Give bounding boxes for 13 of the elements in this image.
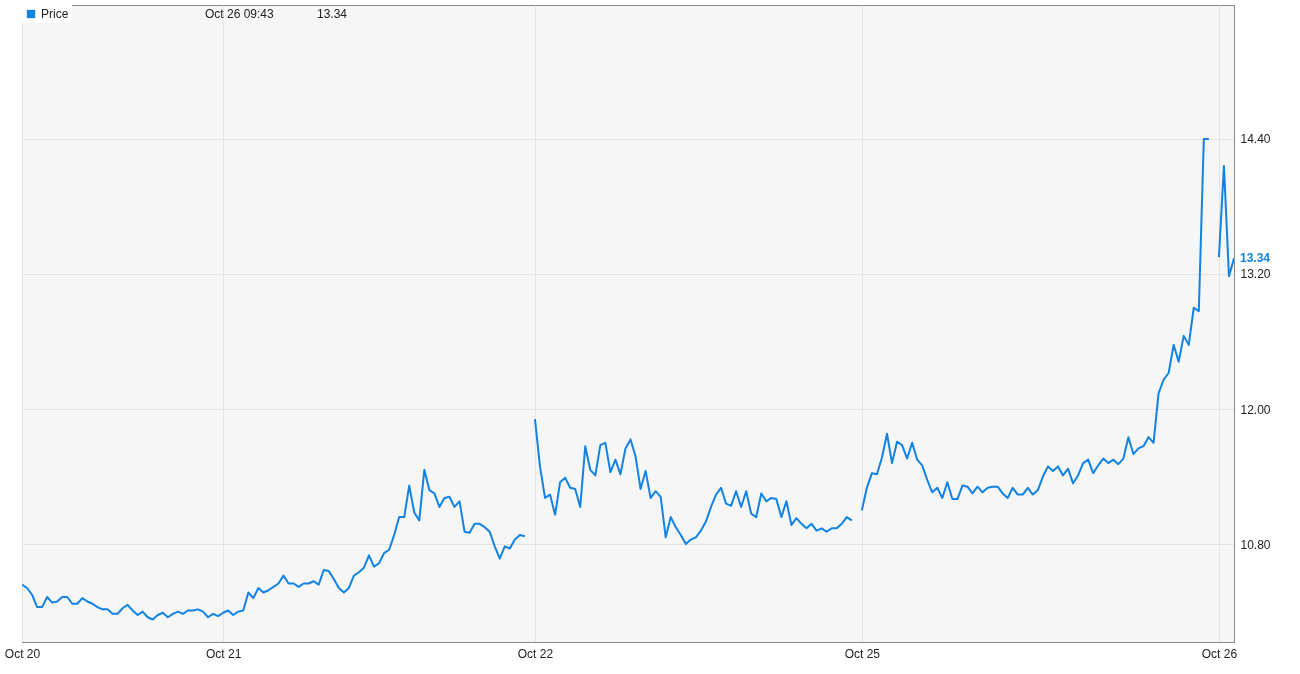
x-tick-label: Oct 25 [844, 646, 881, 661]
y-tick-label: 14.40 [1240, 132, 1271, 147]
y-tick-label: 10.80 [1240, 537, 1271, 552]
text: 13.34 [1240, 251, 1271, 266]
legend-label: Price [41, 7, 69, 21]
x-tick-label: Oct 26 [1201, 646, 1238, 661]
y-tick-label: 13.20 [1240, 267, 1271, 282]
annotation: Oct 26 09:43 [205, 7, 275, 21]
annotation: 13.34 [317, 7, 348, 21]
x-tick-label: Oct 20 [4, 646, 41, 661]
y-tick-label: 12.00 [1240, 402, 1271, 417]
x-tick-label: Oct 21 [205, 646, 242, 661]
x-tick-label: Oct 22 [517, 646, 554, 661]
